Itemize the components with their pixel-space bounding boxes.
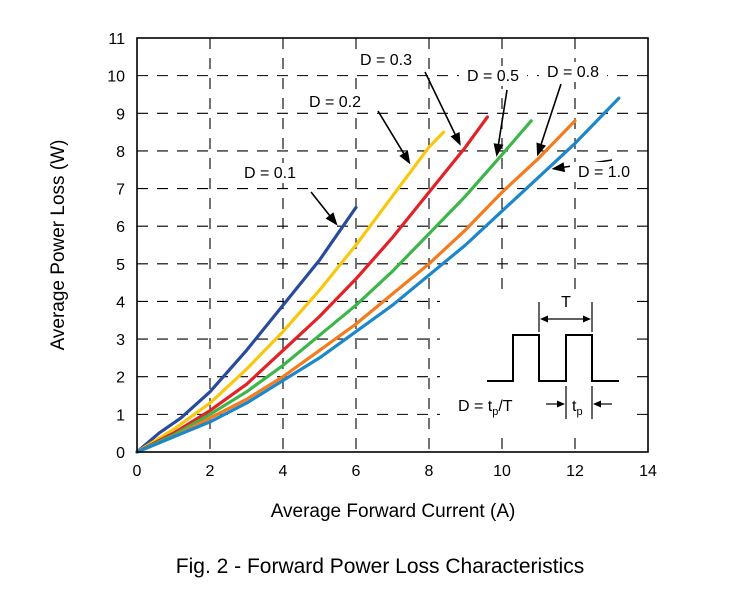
y-tick-label: 9 [116,106,125,123]
annotation-arrow-shaft [538,83,562,150]
tp-label: tp [572,398,583,418]
y-tick-label: 2 [116,370,125,387]
tp-arrowhead-right [593,400,601,408]
annotation-arrow-shaft [424,71,458,140]
x-tick-label: 4 [279,463,288,480]
series-group [135,96,621,454]
x-tick-label: 0 [133,463,142,480]
annotation-arrow-shaft [310,191,334,220]
x-tick-label: 8 [425,463,434,480]
annotation-label-bg [570,162,638,182]
x-tick-label: 2 [206,463,215,480]
duty-formula-sub: p [492,406,498,418]
annotation-label: D = 0.5 [467,68,519,85]
annotation-arrowhead [325,212,338,226]
series-line-4 [135,119,577,454]
y-tick-label: 11 [108,31,125,48]
duty-formula: D = tp/T [458,398,513,418]
y-tick-label: 1 [116,407,125,424]
pulse-waveform [487,334,619,382]
annotation-arrowhead [399,150,411,165]
y-tick-label: 0 [116,445,125,462]
tp-arrowhead-left [557,400,565,408]
annotation-label-bg [539,62,607,82]
duty-cycle-inset: T D = tp/T tp [440,293,636,433]
period-arrowhead-right [583,315,591,323]
x-tick-label: 14 [639,463,657,480]
y-tick-label: 10 [107,69,125,86]
annotation-arrow-shaft [496,89,508,150]
annotation-label: D = 0.3 [360,52,412,69]
series-line-3 [135,119,533,454]
annotation-label-bg [301,92,369,112]
y-tick-label: 4 [116,294,125,311]
annotation-label-bg [352,50,420,70]
annotation-arrowhead [551,162,566,173]
y-tick-label: 6 [116,219,125,236]
series-line-1 [135,130,446,454]
x-tick-label: 12 [566,463,584,480]
annotation-label: D = 0.8 [547,64,599,81]
x-tick-label: 6 [352,463,361,480]
period-label: T [561,294,571,311]
x-tick-label: 10 [493,463,511,480]
series-line-2 [135,115,489,454]
series-line-5 [135,96,621,454]
figure-caption: Fig. 2 - Forward Power Loss Characterist… [176,555,584,578]
duty-formula-suffix: /T [498,398,512,415]
annotation-label: D = 0.1 [244,165,296,182]
y-axis-title: Average Power Loss (W) [48,140,69,351]
annotation-arrowhead [450,132,461,146]
y-tick-label: 5 [116,257,125,274]
annotation-label-bg [236,163,304,183]
duty-formula-prefix: D = t [458,398,493,415]
annotation-label: D = 0.2 [309,94,361,111]
annotation-label-bg [459,66,527,86]
annotation-arrowhead [536,142,546,157]
series-line-0 [135,205,358,454]
plot-frame [136,37,649,453]
y-tick-label: 3 [116,332,125,349]
annotation-arrow-shaft [377,110,407,158]
y-tick-label: 8 [116,144,125,161]
series-annotations: D = 0.1 D = 0.2 D = 0.3 D = 0.5 D = 0.8 D = 1… [236,50,638,226]
period-arrowhead-left [540,315,548,323]
annotation-arrowhead [493,143,504,157]
tp-label-main: t [572,398,577,415]
tp-label-sub: p [576,406,582,418]
annotation-label: D = 1.0 [578,164,630,181]
y-tick-label: 7 [116,182,125,199]
x-axis-title: Average Forward Current (A) [271,501,516,522]
